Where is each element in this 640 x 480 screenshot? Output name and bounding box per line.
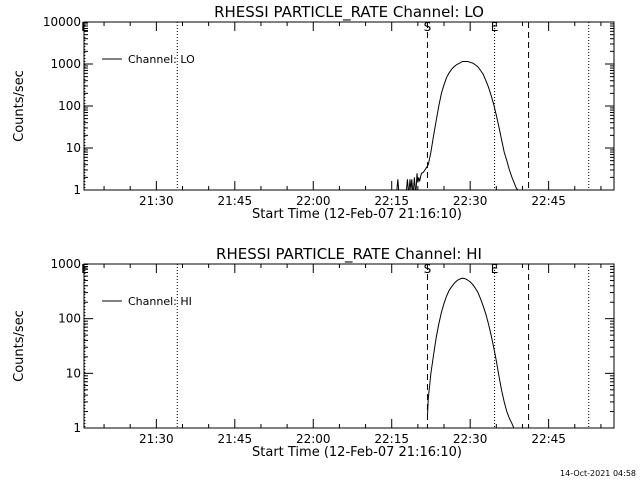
marker-label: E (491, 262, 499, 276)
marker-label: E (81, 20, 89, 34)
y-tick-label: 100 (58, 99, 81, 113)
panel-hi-channel: RHESSI PARTICLE_RATE Channel: HI 21:30 21:… (12, 245, 615, 460)
x-tick-label: 22:15 (374, 432, 409, 446)
x-tick-label: 21:45 (218, 432, 253, 446)
chart-title: RHESSI PARTICLE_RATE Channel: LO (214, 3, 484, 22)
plot-frame (83, 263, 615, 429)
legend-entry: Channel: LO (128, 53, 195, 66)
x-tick-label: 22:15 (374, 194, 409, 208)
y-tick-label: 1 (73, 183, 81, 197)
x-tick-label: 21:30 (139, 194, 174, 208)
y-tick-label: 100 (58, 312, 81, 326)
y-axis-label: Counts/sec (12, 70, 27, 142)
y-tick-label: 1 (73, 421, 81, 435)
footer-timestamp: 14-Oct-2021 04:58 (560, 469, 636, 478)
y-tick-label: 1000 (50, 257, 81, 271)
legend-entry: Channel: HI (128, 295, 192, 308)
series-line (396, 61, 519, 191)
x-tick-label: 22:00 (296, 432, 331, 446)
y-tick-label: 10 (66, 141, 81, 155)
x-tick-label: 22:00 (296, 194, 331, 208)
y-tick-label: 10 (66, 366, 81, 380)
y-tick-label: 1000 (50, 57, 81, 71)
x-tick-label: 21:30 (139, 432, 174, 446)
chart-title: RHESSI PARTICLE_RATE Channel: HI (216, 245, 482, 264)
marker-label: S (424, 262, 432, 276)
x-tick-label: 21:45 (218, 194, 253, 208)
marker-label: S (424, 20, 432, 34)
y-tick-label: 10000 (43, 15, 81, 29)
marker-label: E (491, 20, 499, 34)
x-tick-label: 22:45 (531, 194, 566, 208)
x-tick-label: 22:30 (453, 194, 488, 208)
x-axis-label: Start Time (12-Feb-07 21:16:10) (252, 445, 462, 460)
plot-frame (83, 21, 615, 191)
panel-lo-channel: RHESSI PARTICLE_RATE Channel: LO 21:30 21:… (12, 3, 615, 222)
series-line (427, 277, 515, 429)
x-axis-label: Start Time (12-Feb-07 21:16:10) (252, 207, 462, 222)
marker-label: E (81, 262, 89, 276)
y-axis-label: Counts/sec (12, 310, 27, 382)
x-tick-label: 22:45 (531, 432, 566, 446)
x-tick-label: 22:30 (453, 432, 488, 446)
